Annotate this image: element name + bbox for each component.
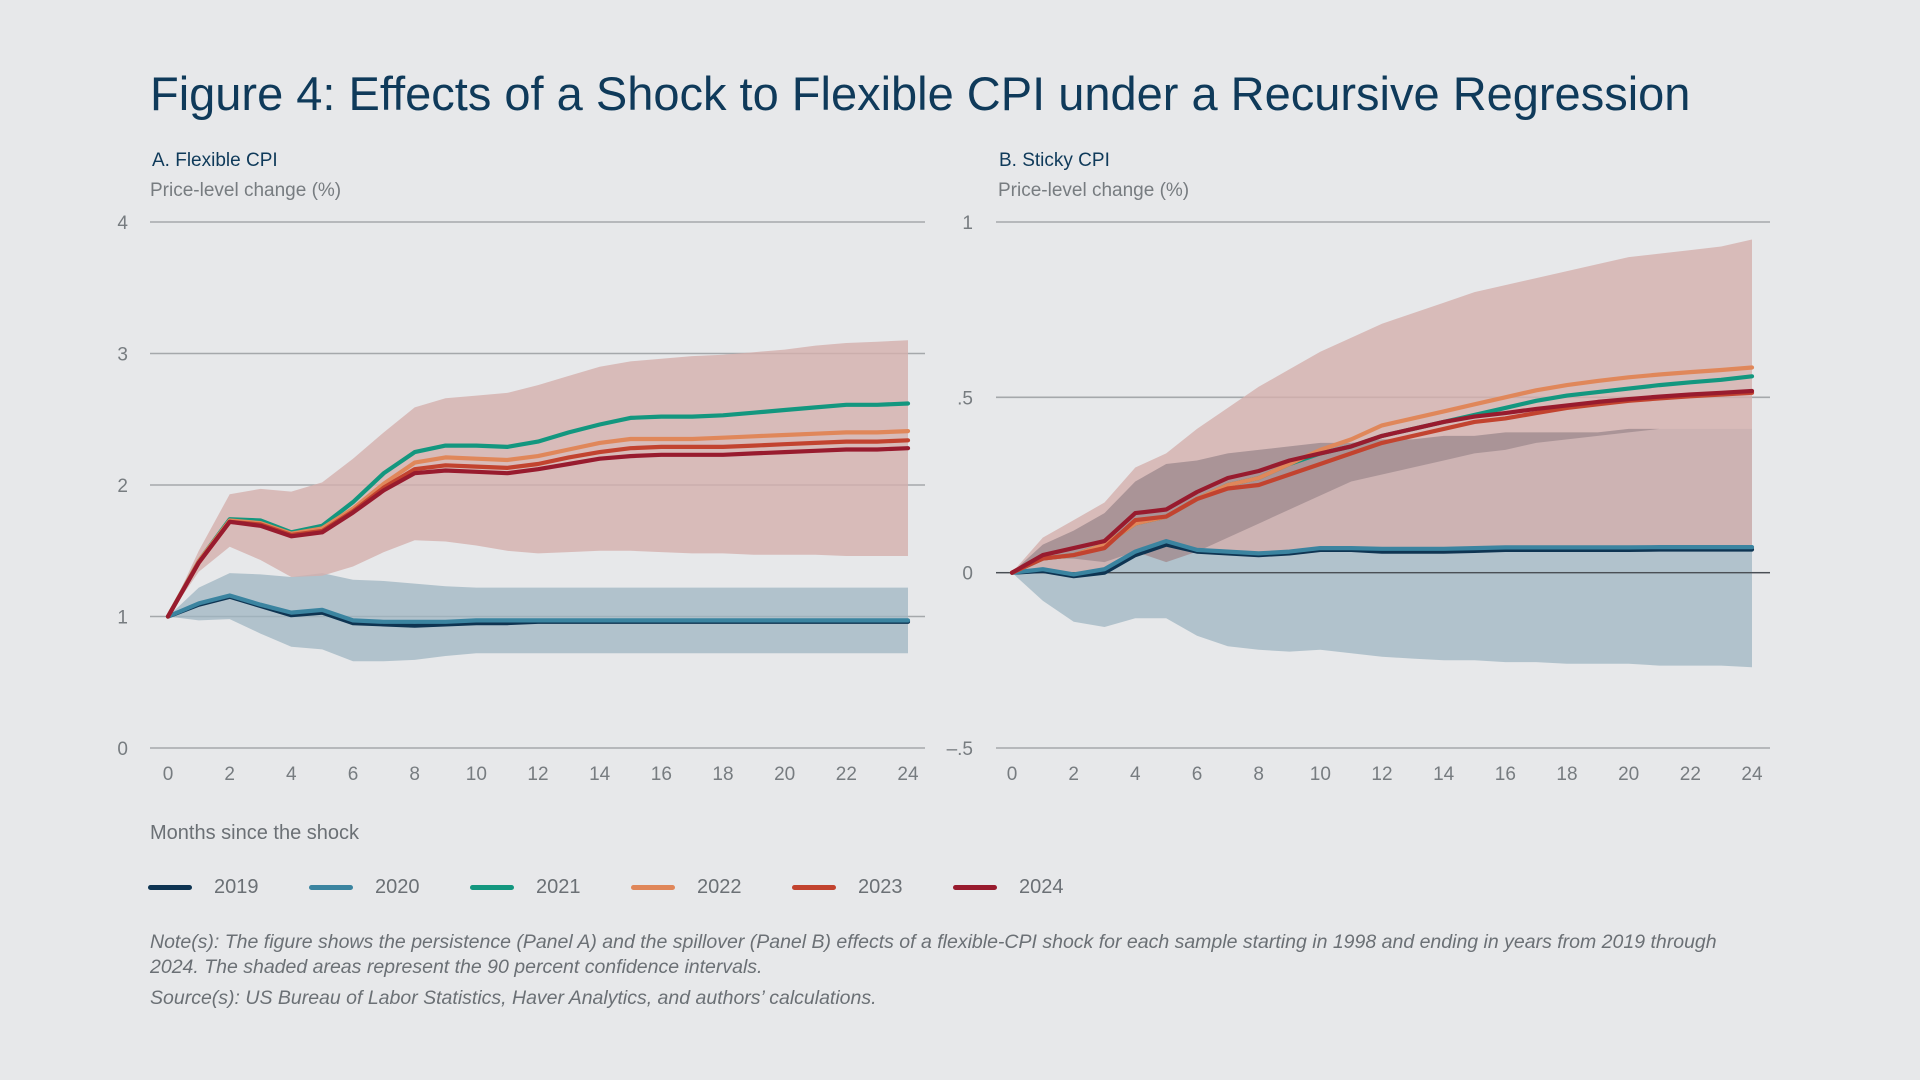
x-tick-label: 20	[1618, 764, 1639, 785]
x-tick-label: 6	[348, 764, 359, 785]
x-tick-label: 14	[1433, 764, 1455, 785]
x-tick-label: 2	[1068, 764, 1079, 785]
legend-swatch	[792, 885, 836, 890]
x-tick-label: 18	[1556, 764, 1577, 785]
legend-label: 2020	[375, 876, 420, 898]
panel-b-unit-label: Price-level change (%)	[998, 180, 1190, 201]
series-line-2019	[1009, 542, 1755, 579]
figure-title: Figure 4: Effects of a Shock to Flexible…	[150, 67, 1691, 120]
y-tick-label: 2	[117, 476, 128, 497]
x-tick-label: 22	[836, 764, 857, 785]
legend-swatch	[470, 885, 514, 890]
series-line-2022	[1009, 365, 1755, 575]
y-tick-label: 1	[117, 608, 128, 629]
x-tick-label: 0	[163, 764, 174, 785]
legend-label: 2021	[536, 876, 581, 898]
legend-swatch	[309, 885, 353, 890]
legend-label: 2024	[1019, 876, 1064, 898]
x-axis-label: Months since the shock	[150, 822, 359, 844]
x-tick-label: 12	[527, 764, 548, 785]
confidence-band	[168, 340, 908, 617]
x-tick-label: 12	[1371, 764, 1392, 785]
legend-label: 2023	[858, 876, 903, 898]
legend-swatch	[953, 885, 997, 890]
y-tick-label: 3	[117, 345, 128, 366]
y-tick-label: 0	[117, 739, 128, 760]
legend-item-2023: 2023	[792, 876, 953, 899]
legend-swatch	[148, 885, 192, 890]
confidence-band	[1012, 428, 1752, 573]
x-tick-label: 0	[1007, 764, 1018, 785]
panel-a-title: A. Flexible CPI	[152, 150, 278, 171]
panel-b: –.50.510 2 4 6 8 10 12 14 16 18 20 22 24	[947, 213, 1770, 785]
x-tick-label: 8	[1253, 764, 1264, 785]
y-tick-label: 0	[962, 564, 973, 585]
x-tick-label: 20	[774, 764, 795, 785]
x-tick-label: 4	[286, 764, 297, 785]
x-tick-label: 14	[589, 764, 611, 785]
x-tick-label: 18	[712, 764, 733, 785]
x-tick-label: 10	[466, 764, 487, 785]
x-tick-label: 24	[1741, 764, 1763, 785]
series-line-2020	[1009, 539, 1755, 577]
legend-label: 2019	[214, 876, 259, 898]
y-tick-label: –.5	[947, 739, 973, 760]
source-text: Source(s): US Bureau of Labor Statistics…	[150, 987, 877, 1009]
series-line-2024	[165, 446, 911, 619]
series-line-2024	[1009, 388, 1755, 575]
x-tick-label: 2	[224, 764, 235, 785]
x-tick-label: 16	[1495, 764, 1516, 785]
x-tick-label: 10	[1310, 764, 1331, 785]
panel-a-unit-label: Price-level change (%)	[150, 180, 342, 201]
x-tick-label: 24	[897, 764, 919, 785]
x-tick-label: 22	[1680, 764, 1701, 785]
x-tick-label: 4	[1130, 764, 1141, 785]
x-tick-label: 8	[409, 764, 420, 785]
notes-text: Note(s): The figure shows the persistenc…	[150, 931, 1717, 978]
x-tick-label: 6	[1192, 764, 1203, 785]
series-line-2020	[165, 593, 911, 624]
legend-item-2020: 2020	[309, 876, 470, 899]
legend-item-2022: 2022	[631, 876, 792, 899]
x-tick-label: 16	[651, 764, 672, 785]
y-tick-label: .5	[957, 388, 973, 409]
legend-label: 2022	[697, 876, 742, 898]
confidence-band	[168, 573, 908, 662]
legend-item-2019: 2019	[148, 876, 309, 899]
legend: 2019 2020 2021 2022 2023 2024	[148, 876, 1114, 899]
legend-item-2024: 2024	[953, 876, 1114, 899]
panel-b-title: B. Sticky CPI	[999, 150, 1110, 171]
y-tick-label: 1	[962, 213, 973, 234]
y-tick-label: 4	[117, 213, 128, 234]
legend-swatch	[631, 885, 675, 890]
legend-item-2021: 2021	[470, 876, 631, 899]
